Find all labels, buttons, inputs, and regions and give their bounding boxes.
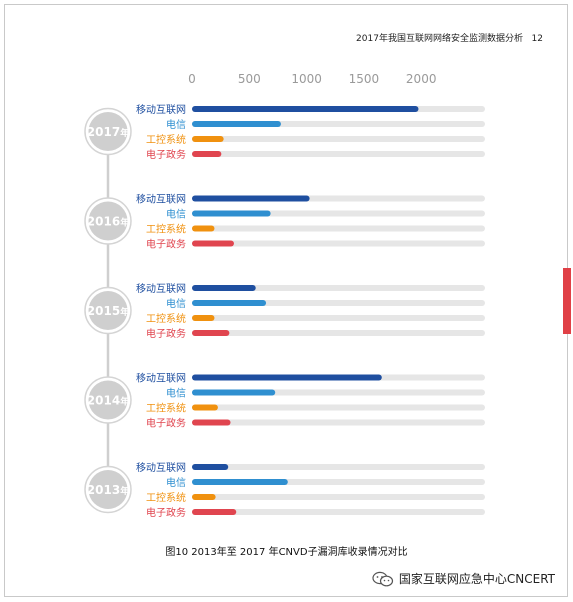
year-label: 2014年 [87,394,129,408]
category-label-industrial: 工控系统 [146,223,186,236]
year-label: 2016年 [87,215,129,229]
category-label-telecom: 电信 [166,208,186,221]
footer-brand: 国家互联网应急中心CNCERT [372,570,555,587]
category-label-egov: 电子政务 [146,148,186,161]
x-tick-label: 1000 [291,72,322,86]
category-label-industrial: 工控系统 [146,133,186,146]
category-label-egov: 电子政务 [146,417,186,430]
page-number: 12 [531,34,543,44]
year-label: 2015年 [87,304,129,318]
year-circle [88,470,128,509]
category-label-industrial: 工控系统 [146,491,186,504]
year-circle [88,112,128,151]
footer-brand-text: 国家互联网应急中心CNCERT [398,572,555,586]
category-label-egov: 电子政务 [146,506,186,519]
category-label-mobile: 移动互联网 [136,372,186,385]
x-tick-label: 1500 [349,72,380,86]
category-label-mobile: 移动互联网 [136,103,186,116]
side-accent-tab [563,268,571,334]
page-header: 2017年我国互联网网络安全监测数据分析 12 [356,31,543,44]
category-label-mobile: 移动互联网 [136,461,186,474]
category-label-industrial: 工控系统 [146,312,186,325]
category-label-telecom: 电信 [166,297,186,310]
wechat-icon [372,571,393,586]
category-label-egov: 电子政务 [146,238,186,251]
category-label-industrial: 工控系统 [146,402,186,415]
category-label-egov: 电子政务 [146,327,186,340]
year-circle [88,380,128,420]
year-label: 2013年 [87,483,129,497]
year-circle [88,201,128,241]
category-label-telecom: 电信 [166,387,186,400]
vulnerability-chart: 0 500 1000 1500 20002017年移动互联网电信工控系统电子政务2016… [84,72,485,519]
category-label-telecom: 电信 [166,118,186,131]
year-circle [88,291,128,330]
x-tick-label: 500 [238,72,261,86]
year-label: 2017年 [87,125,129,139]
x-tick-label: 2000 [406,72,437,86]
figure-caption: 图10 2013年至 2017 年CNVD子漏洞库收录情况对比 [165,547,408,558]
header-title: 2017年我国互联网网络安全监测数据分析 [356,34,523,44]
x-tick-label: 0 [188,72,196,86]
category-label-mobile: 移动互联网 [136,282,186,295]
category-label-telecom: 电信 [166,476,186,489]
category-label-mobile: 移动互联网 [136,193,186,206]
